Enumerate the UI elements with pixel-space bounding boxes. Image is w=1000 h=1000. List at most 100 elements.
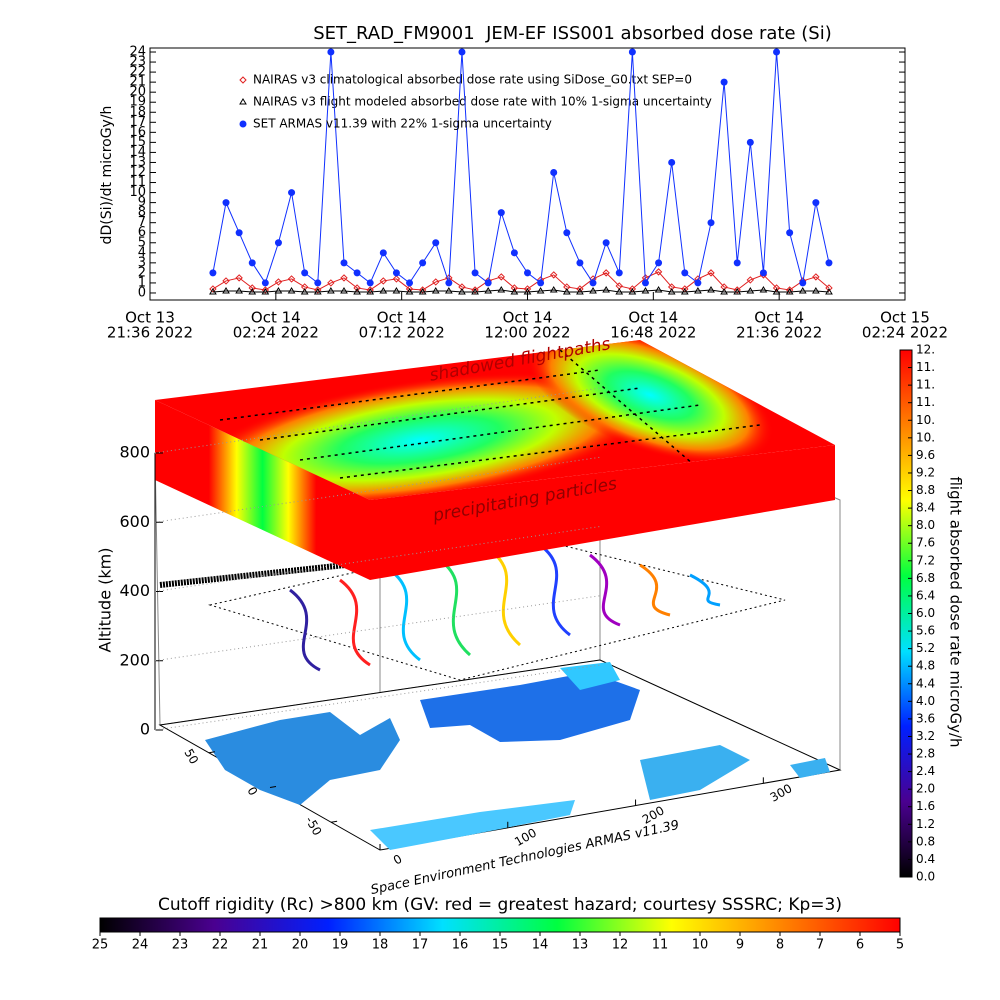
- data-point: [274, 278, 283, 286]
- colorbar-label: Cutoff rigidity (Rc) >800 km (GV: red = …: [158, 895, 842, 915]
- colorbar-tick-label: 10.: [916, 430, 935, 444]
- data-point: [825, 284, 833, 292]
- grid-line: [154, 456, 601, 523]
- data-point: [576, 287, 584, 295]
- z-tick-label: 600: [119, 512, 150, 531]
- y-tick-label: 0: [138, 285, 146, 300]
- y-tick-label: 18: [129, 105, 146, 120]
- colorbar-tick-label: 9.6: [916, 448, 935, 462]
- x-tick-label: Oct 14: [251, 309, 301, 327]
- data-point: [746, 276, 755, 284]
- data-point: [759, 285, 768, 293]
- data-point: [615, 269, 623, 277]
- colorbar-tick-label: 6.0: [916, 606, 935, 620]
- data-point: [313, 287, 322, 295]
- data-point: [287, 286, 296, 294]
- colorbar-tick-label: 15: [492, 938, 509, 953]
- colorbar-tick-label: 0.8: [916, 834, 935, 848]
- data-point: [235, 274, 243, 282]
- grid-line: [154, 526, 601, 592]
- colorbar-tick-label: 25: [92, 938, 109, 953]
- data-point: [471, 287, 479, 295]
- data-point: [392, 269, 400, 277]
- grid-line: [154, 664, 601, 731]
- colorbar-tick-label: 11.: [916, 360, 935, 374]
- data-point: [406, 279, 414, 287]
- x-tick-label: Oct 14: [628, 309, 678, 327]
- data-point: [340, 259, 348, 267]
- data-point: [314, 286, 322, 294]
- x-tick-label: 16:48 2022: [610, 324, 696, 342]
- colorbar-tick-label: 20: [292, 938, 309, 953]
- data-point: [274, 239, 282, 247]
- z-axis-label: Altitude (km): [96, 548, 115, 653]
- z-tick-label: 200: [119, 650, 150, 669]
- y-tick-label: 17: [129, 115, 146, 130]
- data-point: [786, 229, 794, 237]
- data-point: [589, 286, 597, 294]
- x-tick-label: 21:36 2022: [107, 324, 193, 342]
- data-point: [353, 284, 361, 292]
- y-tick-label: 11: [129, 175, 146, 190]
- x-tick-label: Oct 14: [754, 309, 804, 327]
- data-point: [261, 286, 270, 294]
- data-point: [353, 269, 361, 277]
- y-tick-label: 6: [138, 225, 146, 240]
- data-point: [563, 229, 571, 237]
- data-point: [458, 287, 466, 295]
- data-point: [327, 279, 335, 287]
- colorbar-tick-label: 8.4: [916, 501, 935, 515]
- y-axis-label: dD(Si)/dt microGy/h: [99, 106, 115, 245]
- data-point: [209, 287, 217, 295]
- x-tick-label: 02:24 2022: [233, 324, 319, 342]
- landmass: [370, 800, 575, 850]
- data-point: [641, 286, 650, 294]
- data-point: [261, 279, 269, 287]
- data-point: [471, 286, 479, 294]
- colorbar-tick-label: 2.0: [916, 782, 935, 796]
- data-point: [549, 285, 558, 293]
- data-point: [379, 286, 388, 294]
- z-tick-label: 800: [119, 443, 150, 462]
- data-point: [405, 287, 414, 295]
- data-point: [432, 278, 440, 286]
- colorbar-tick-label: 4.8: [916, 659, 935, 673]
- colorbar-tick-label: 7.2: [916, 553, 935, 567]
- data-point: [235, 229, 243, 237]
- colorbar-tick-label: 3.6: [916, 711, 935, 725]
- colorbar-tick-label: 9: [736, 938, 744, 953]
- data-point: [550, 168, 558, 176]
- data-point: [484, 286, 493, 294]
- y-tick-label: 1: [138, 275, 146, 290]
- legend-label: SET ARMAS v11.39 with 22% 1-sigma uncert…: [253, 117, 552, 131]
- y-tick-label: 20: [129, 85, 146, 100]
- data-point: [300, 287, 309, 295]
- y-tick-label: 4: [138, 245, 146, 260]
- x-tick-label: 12:00 2022: [484, 324, 570, 342]
- data-point: [733, 259, 741, 267]
- y-tick-label: 13: [129, 155, 146, 170]
- y-tick-label: 2: [138, 265, 146, 280]
- data-point: [445, 279, 453, 287]
- colorbar-tick-label: 11.: [916, 395, 935, 409]
- data-point: [471, 269, 479, 277]
- data-point: [366, 287, 375, 295]
- data-point: [431, 286, 440, 294]
- data-point: [812, 273, 820, 281]
- data-point: [536, 286, 545, 294]
- colorbar-tick-label: 16: [452, 938, 469, 953]
- data-point: [772, 287, 781, 295]
- data-point: [366, 279, 374, 287]
- y-tick-label: 8: [138, 205, 146, 220]
- data-point: [785, 287, 794, 295]
- colorbar-tick-label: 4.0: [916, 694, 935, 708]
- data-point: [288, 189, 296, 197]
- data-point: [707, 219, 715, 227]
- data-point: [484, 279, 492, 287]
- data-point: [772, 284, 781, 292]
- y-tick: [331, 820, 338, 823]
- landmass: [205, 712, 400, 805]
- data-point: [668, 158, 676, 166]
- colorbar-tick-label: 22: [212, 938, 229, 953]
- data-point: [261, 287, 270, 295]
